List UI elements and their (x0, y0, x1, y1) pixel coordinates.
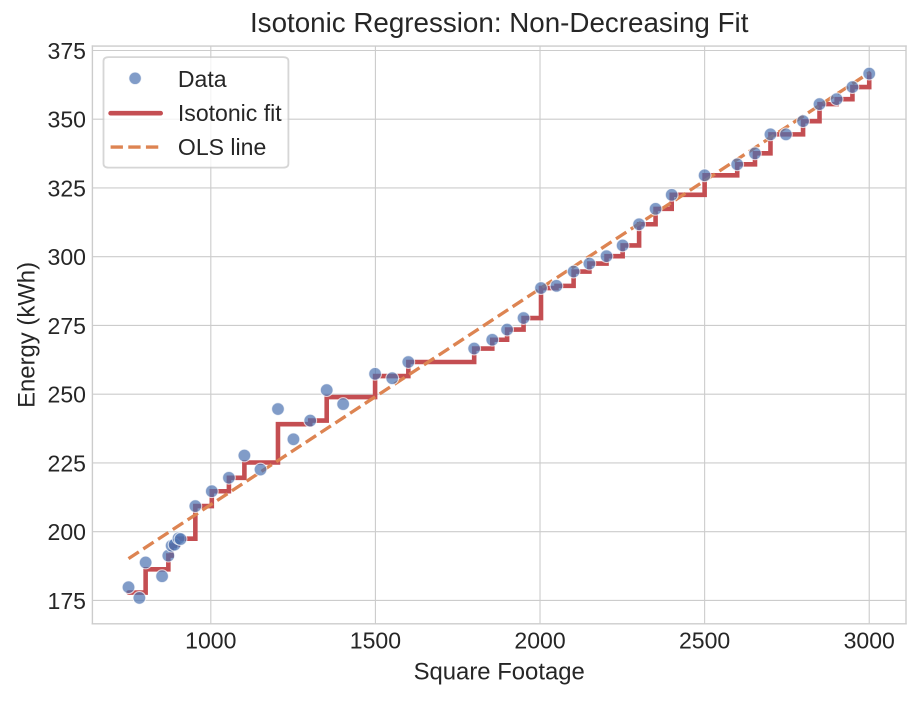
svg-text:Isotonic Regression: Non-Decre: Isotonic Regression: Non-Decreasing Fit (250, 7, 749, 38)
svg-text:Energy (kWh): Energy (kWh) (14, 262, 41, 408)
svg-text:250: 250 (48, 382, 86, 408)
svg-text:Square Footage: Square Footage (414, 659, 585, 686)
svg-text:3000: 3000 (844, 628, 895, 654)
svg-text:1000: 1000 (185, 628, 236, 654)
svg-text:325: 325 (48, 175, 86, 201)
svg-text:350: 350 (48, 107, 86, 133)
svg-text:225: 225 (48, 450, 86, 476)
svg-text:OLS line: OLS line (178, 134, 266, 160)
svg-text:200: 200 (48, 519, 86, 545)
svg-text:1500: 1500 (350, 628, 401, 654)
svg-text:175: 175 (48, 588, 86, 614)
svg-text:2000: 2000 (514, 628, 565, 654)
svg-text:2500: 2500 (679, 628, 730, 654)
svg-text:300: 300 (48, 244, 86, 270)
svg-text:375: 375 (48, 38, 86, 64)
svg-text:Isotonic fit: Isotonic fit (178, 100, 282, 126)
svg-text:275: 275 (48, 313, 86, 339)
svg-text:Data: Data (178, 66, 227, 92)
